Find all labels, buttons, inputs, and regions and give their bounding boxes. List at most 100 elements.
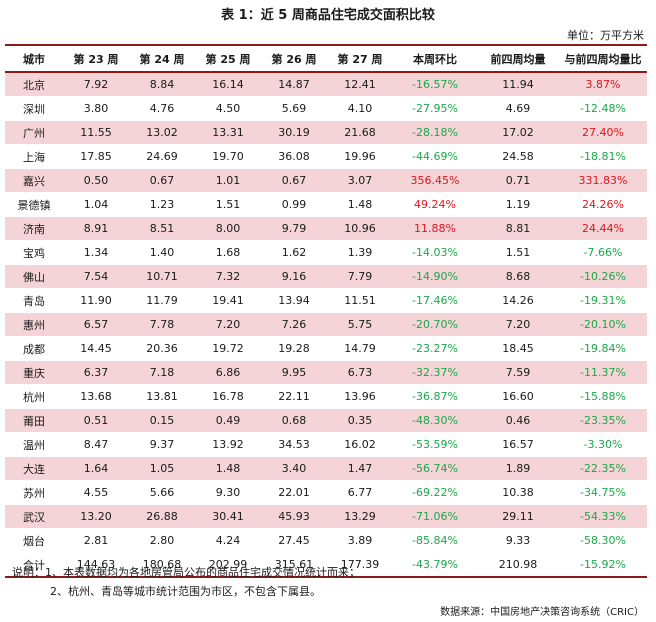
- cell-week24: 1.05: [129, 456, 195, 481]
- cell-week27: 7.79: [327, 264, 393, 289]
- cell-wow: -69.22%: [393, 480, 477, 505]
- cell-week25: 16.14: [195, 72, 261, 97]
- cell-city: 佛山: [5, 264, 63, 289]
- cell-wow: 356.45%: [393, 168, 477, 193]
- cell-week24: 20.36: [129, 336, 195, 361]
- cell-week27: 12.41: [327, 72, 393, 97]
- cell-week27: 11.51: [327, 288, 393, 313]
- table-row: 苏州 4.55 5.66 9.30 22.01 6.77 -69.22% 10.38 -34.7…: [5, 480, 647, 505]
- cell-week23: 1.04: [63, 192, 129, 217]
- cell-week26: 45.93: [261, 504, 327, 529]
- cell-week26: 30.19: [261, 120, 327, 145]
- table-title: 表 1：近 5 周商品住宅成交面积比较: [221, 8, 435, 23]
- cell-week26: 0.67: [261, 168, 327, 193]
- cell-week24: 1.23: [129, 192, 195, 217]
- cell-week25: 7.32: [195, 264, 261, 289]
- cell-wow: -71.06%: [393, 504, 477, 529]
- table-row: 上海 17.85 24.69 19.70 36.08 19.96 -44.69% 24.58-…: [5, 144, 647, 169]
- table-row: 杭州 13.68 13.81 16.78 22.11 13.96 -36.87% 16.60-…: [5, 384, 647, 409]
- header-row: 城市 第 23 周 第 24 周 第 25 周 第 26 周 第 27 周 本周…: [5, 44, 647, 73]
- cell-city: 苏州: [5, 480, 63, 505]
- cell-vs4: -7.66%: [559, 240, 647, 265]
- cell-week27: 16.02: [327, 432, 393, 457]
- cell-week23: 6.57: [63, 312, 129, 337]
- cell-avg4: 9.33: [477, 528, 559, 553]
- table-row: 济南 8.91 8.51 8.00 9.79 10.96 11.88% 8.81 24.44%: [5, 216, 647, 241]
- cell-week23: 0.51: [63, 408, 129, 433]
- cell-wow: 11.88%: [393, 216, 477, 241]
- cell-week25: 19.72: [195, 336, 261, 361]
- cell-week26: 1.62: [261, 240, 327, 265]
- cell-vs4: 27.40%: [559, 120, 647, 145]
- cell-week26: 9.16: [261, 264, 327, 289]
- cell-wow: -56.74%: [393, 456, 477, 481]
- cell-city: 烟台: [5, 528, 63, 553]
- cell-avg4: 7.59: [477, 360, 559, 385]
- cell-city: 上海: [5, 144, 63, 169]
- cell-week27: 177.39: [327, 552, 393, 578]
- cell-vs4: -15.88%: [559, 384, 647, 409]
- cell-avg4: 10.38: [477, 480, 559, 505]
- cell-week23: 4.55: [63, 480, 129, 505]
- cell-avg4: 1.89: [477, 456, 559, 481]
- cell-vs4: -18.81%: [559, 144, 647, 169]
- cell-city: 温州: [5, 432, 63, 457]
- cell-week27: 1.47: [327, 456, 393, 481]
- cell-week24: 5.66: [129, 480, 195, 505]
- cell-week25: 13.92: [195, 432, 261, 457]
- cell-wow: -43.79%: [393, 552, 477, 578]
- cell-avg4: 7.20: [477, 312, 559, 337]
- cell-week27: 3.07: [327, 168, 393, 193]
- cell-week27: 4.10: [327, 96, 393, 121]
- cell-week23: 17.85: [63, 144, 129, 169]
- cell-week23: 14.45: [63, 336, 129, 361]
- cell-week24: 0.67: [129, 168, 195, 193]
- cell-week25: 4.24: [195, 528, 261, 553]
- header-week24: 第 24 周: [129, 44, 195, 73]
- cell-week25: 1.01: [195, 168, 261, 193]
- cell-week23: 2.81: [63, 528, 129, 553]
- cell-week24: 10.71: [129, 264, 195, 289]
- cell-week24: 13.81: [129, 384, 195, 409]
- cell-city: 武汉: [5, 504, 63, 529]
- cell-week24: 7.18: [129, 360, 195, 385]
- cell-city: 广州: [5, 120, 63, 145]
- cell-city: 嘉兴: [5, 168, 63, 193]
- cell-week25: 1.48: [195, 456, 261, 481]
- cell-wow: -85.84%: [393, 528, 477, 553]
- cell-vs4: 331.83%: [559, 168, 647, 193]
- cell-wow: -16.57%: [393, 72, 477, 97]
- header-week26: 第 26 周: [261, 44, 327, 73]
- cell-week23: 8.91: [63, 216, 129, 241]
- note-line-1: 说明：1、本表数据均为各地房管局公布的商品住宅成交情况统计而来；: [12, 566, 360, 579]
- cell-week26: 14.87: [261, 72, 327, 97]
- table-row: 景德镇 1.04 1.23 1.51 0.99 1.48 49.24% 1.19 24.26%: [5, 192, 647, 217]
- table-row: 宝鸡 1.34 1.40 1.68 1.62 1.39 -14.03% 1.51 -7.66%: [5, 240, 647, 265]
- cell-avg4: 24.58: [477, 144, 559, 169]
- cell-vs4: -23.35%: [559, 408, 647, 433]
- cell-city: 北京: [5, 72, 63, 97]
- table-row: 烟台 2.81 2.80 4.24 27.45 3.89 -85.84% 9.33 -58.30…: [5, 528, 647, 553]
- cell-week27: 10.96: [327, 216, 393, 241]
- cell-wow: -53.59%: [393, 432, 477, 457]
- cell-vs4: -19.84%: [559, 336, 647, 361]
- cell-wow: -23.27%: [393, 336, 477, 361]
- cell-week25: 8.00: [195, 216, 261, 241]
- table-row: 北京 7.92 8.84 16.14 14.87 12.41 -16.57% 11.94 3.8…: [5, 72, 647, 97]
- cell-avg4: 17.02: [477, 120, 559, 145]
- cell-week27: 6.73: [327, 360, 393, 385]
- cell-week26: 3.40: [261, 456, 327, 481]
- cell-week24: 24.69: [129, 144, 195, 169]
- cell-week26: 0.68: [261, 408, 327, 433]
- cell-week27: 3.89: [327, 528, 393, 553]
- cell-week27: 6.77: [327, 480, 393, 505]
- cell-city: 重庆: [5, 360, 63, 385]
- cell-avg4: 4.69: [477, 96, 559, 121]
- cell-wow: -27.95%: [393, 96, 477, 121]
- cell-vs4: -11.37%: [559, 360, 647, 385]
- data-source: 数据来源：中国房地产决策咨询系统（CRIC）: [440, 607, 644, 618]
- cell-week25: 30.41: [195, 504, 261, 529]
- cell-city: 济南: [5, 216, 63, 241]
- cell-city: 青岛: [5, 288, 63, 313]
- cell-vs4: 24.26%: [559, 192, 647, 217]
